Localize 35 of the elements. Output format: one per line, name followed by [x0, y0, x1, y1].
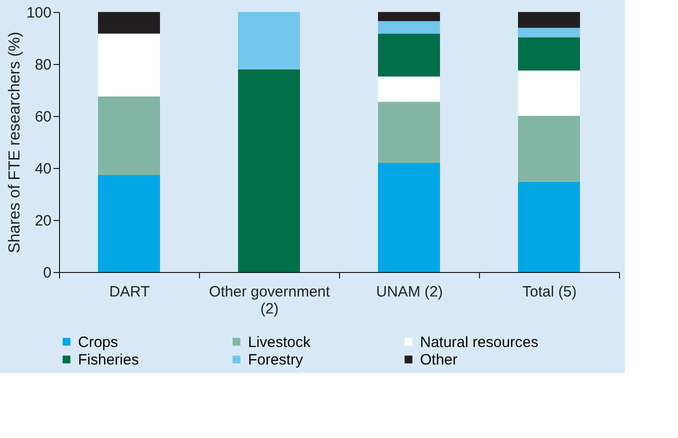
legend-label: Other [420, 352, 458, 368]
y-tick-label: 20 [34, 212, 52, 230]
bar [378, 12, 440, 22]
bar [518, 182, 580, 272]
x-tick-label: Total (5) [522, 284, 577, 300]
bar [518, 12, 580, 28]
bar [518, 116, 580, 182]
bar [378, 34, 440, 76]
bar [518, 37, 580, 70]
bar [378, 21, 440, 34]
bar [378, 102, 440, 164]
x-tick-label: Other government (2) [209, 284, 331, 318]
y-tick-label: 60 [34, 108, 52, 126]
bar [98, 96, 160, 176]
y-tick-label: 100 [26, 4, 52, 22]
legend-label: Livestock [248, 334, 312, 351]
x-tick-label: DART [109, 284, 150, 300]
bar [238, 12, 300, 70]
legend-label: Forestry [248, 352, 304, 368]
x-tick-label: UNAM (2) [376, 284, 443, 300]
bar [98, 12, 160, 34]
y-axis-title: Shares of FTE researchers (%) [6, 32, 24, 254]
bar [518, 28, 580, 38]
legend-label: Crops [78, 334, 118, 351]
bar [98, 175, 160, 272]
y-tick-label: 40 [34, 160, 52, 178]
legend-label: Fisheries [78, 352, 139, 368]
y-tick-label: 0 [43, 264, 52, 282]
bar [378, 76, 440, 102]
legend-label: Natural resources [420, 334, 538, 351]
bar [378, 163, 440, 272]
bar [238, 69, 300, 272]
bar [518, 70, 580, 116]
y-tick-label: 80 [34, 56, 52, 74]
bar [98, 34, 160, 96]
